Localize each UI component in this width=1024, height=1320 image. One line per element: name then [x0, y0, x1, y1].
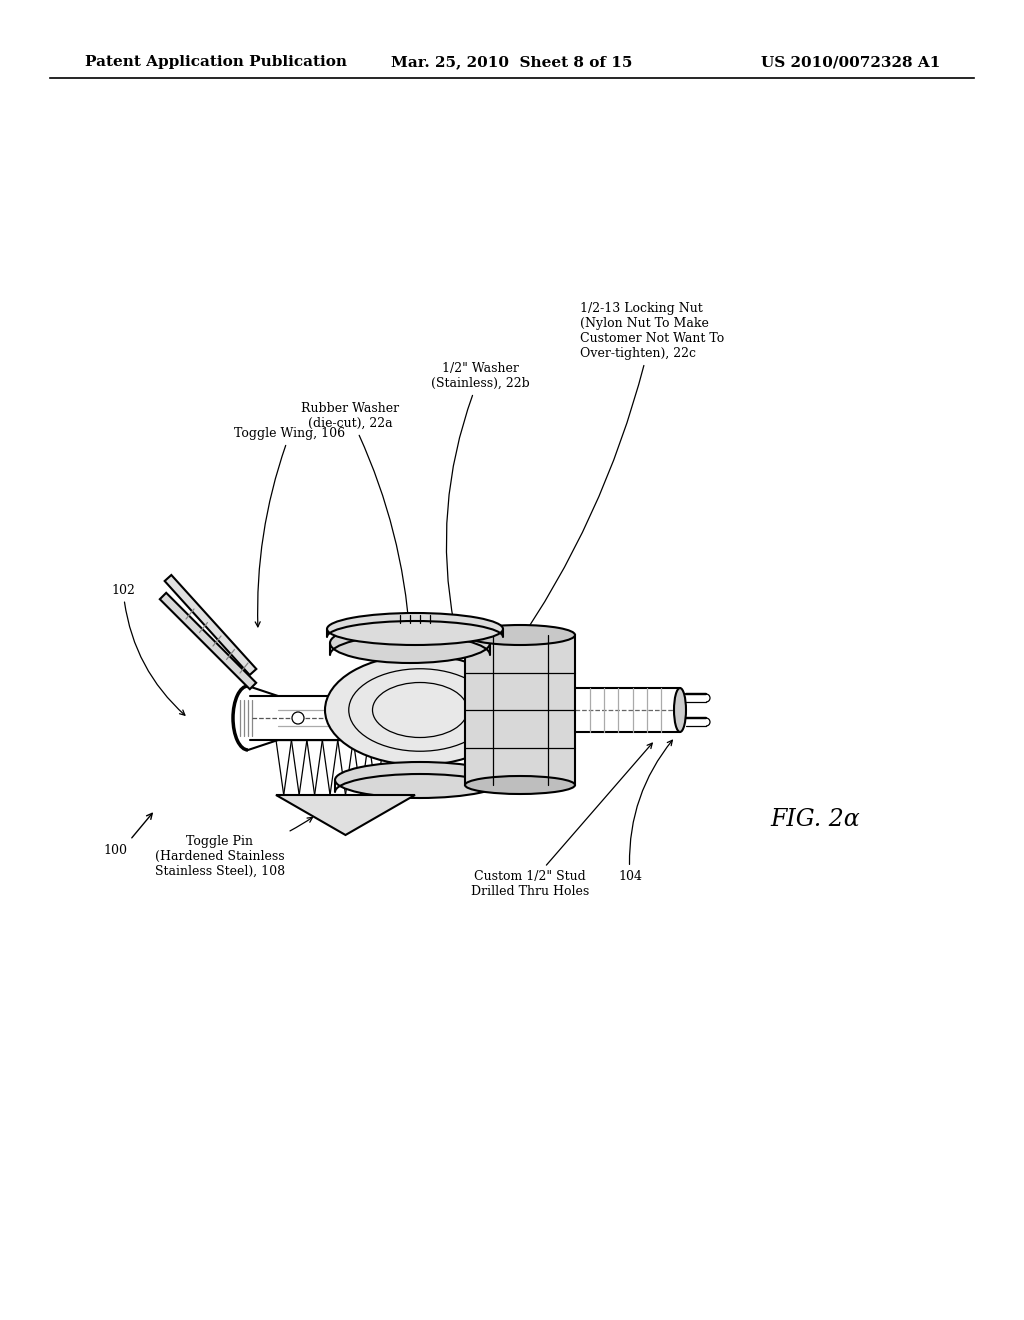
Ellipse shape: [465, 624, 575, 645]
Text: Mar. 25, 2010  Sheet 8 of 15: Mar. 25, 2010 Sheet 8 of 15: [391, 55, 633, 69]
Ellipse shape: [325, 655, 515, 766]
Ellipse shape: [674, 688, 686, 733]
Text: FIG. 2α: FIG. 2α: [770, 808, 860, 832]
Text: Toggle Wing, 106: Toggle Wing, 106: [234, 426, 345, 627]
Ellipse shape: [327, 612, 503, 645]
Text: 102: 102: [112, 583, 185, 715]
Polygon shape: [160, 593, 256, 689]
Text: 104: 104: [618, 741, 673, 883]
Text: 1/2" Washer
(Stainless), 22b: 1/2" Washer (Stainless), 22b: [431, 362, 529, 624]
Text: 1/2-13 Locking Nut
(Nylon Nut To Make
Customer Not Want To
Over-tighten), 22c: 1/2-13 Locking Nut (Nylon Nut To Make Cu…: [512, 302, 724, 652]
Ellipse shape: [292, 711, 304, 723]
Polygon shape: [165, 576, 256, 675]
Text: US 2010/0072328 A1: US 2010/0072328 A1: [761, 55, 940, 69]
Text: Rubber Washer
(die-cut), 22a: Rubber Washer (die-cut), 22a: [301, 403, 412, 634]
Ellipse shape: [335, 762, 505, 799]
Text: 100: 100: [103, 843, 127, 857]
Text: Custom 1/2" Stud
Drilled Thru Holes: Custom 1/2" Stud Drilled Thru Holes: [471, 743, 652, 898]
Polygon shape: [465, 635, 575, 785]
Text: Patent Application Publication: Patent Application Publication: [85, 55, 347, 69]
Ellipse shape: [465, 776, 575, 795]
Polygon shape: [276, 795, 415, 836]
Ellipse shape: [330, 623, 490, 663]
Text: Toggle Pin
(Hardened Stainless
Stainless Steel), 108: Toggle Pin (Hardened Stainless Stainless…: [155, 817, 312, 878]
